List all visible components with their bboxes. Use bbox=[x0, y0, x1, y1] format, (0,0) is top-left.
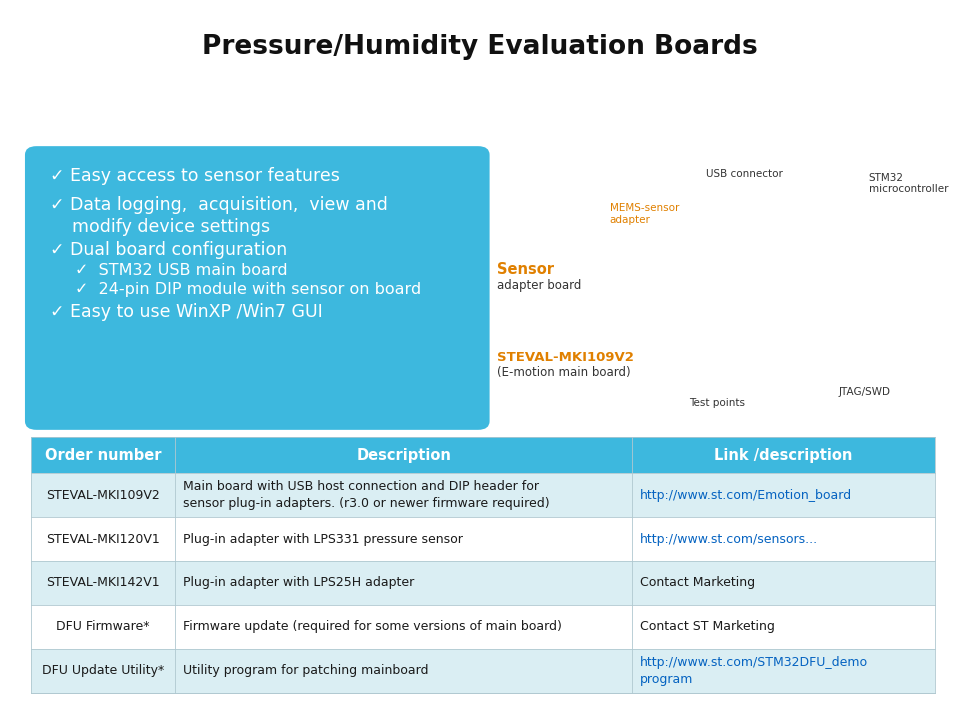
Text: ✓ Easy access to sensor features: ✓ Easy access to sensor features bbox=[50, 167, 340, 185]
Text: JTAG/SWD: JTAG/SWD bbox=[838, 387, 890, 397]
Text: Utility program for patching mainboard: Utility program for patching mainboard bbox=[183, 665, 428, 678]
FancyBboxPatch shape bbox=[31, 473, 935, 517]
Text: ✓ Data logging,  acquisition,  view and: ✓ Data logging, acquisition, view and bbox=[50, 197, 388, 215]
Text: STEVAL-MKI120V1: STEVAL-MKI120V1 bbox=[46, 533, 160, 546]
Text: STEVAL-MKI142V1: STEVAL-MKI142V1 bbox=[46, 577, 160, 590]
Text: Pressure/Humidity Evaluation Boards: Pressure/Humidity Evaluation Boards bbox=[203, 34, 757, 60]
Text: USB connector: USB connector bbox=[706, 169, 782, 179]
Text: MEMS-sensor
adapter: MEMS-sensor adapter bbox=[610, 203, 679, 225]
FancyBboxPatch shape bbox=[31, 517, 935, 561]
Text: Contact Marketing: Contact Marketing bbox=[639, 577, 755, 590]
FancyBboxPatch shape bbox=[31, 437, 935, 473]
Text: http://www.st.com/sensors...: http://www.st.com/sensors... bbox=[639, 533, 818, 546]
Text: adapter board: adapter board bbox=[497, 279, 582, 292]
FancyBboxPatch shape bbox=[25, 146, 490, 430]
Text: Plug-in adapter with LPS331 pressure sensor: Plug-in adapter with LPS331 pressure sen… bbox=[183, 533, 463, 546]
Text: DFU Firmware*: DFU Firmware* bbox=[57, 621, 150, 634]
Text: Contact ST Marketing: Contact ST Marketing bbox=[639, 621, 775, 634]
Text: ✓ Dual board configuration: ✓ Dual board configuration bbox=[50, 240, 287, 258]
Text: STM32
microcontroller: STM32 microcontroller bbox=[869, 173, 948, 194]
Text: Test points: Test points bbox=[689, 398, 745, 408]
Text: Link /description: Link /description bbox=[714, 448, 852, 463]
Text: Main board with USB host connection and DIP header for
sensor plug-in adapters. : Main board with USB host connection and … bbox=[183, 480, 550, 510]
Text: ✓  STM32 USB main board: ✓ STM32 USB main board bbox=[75, 264, 287, 278]
Text: Firmware update (required for some versions of main board): Firmware update (required for some versi… bbox=[183, 621, 562, 634]
FancyBboxPatch shape bbox=[31, 605, 935, 649]
Text: STEVAL-MKI109V2: STEVAL-MKI109V2 bbox=[46, 489, 160, 502]
Text: DFU Update Utility*: DFU Update Utility* bbox=[42, 665, 164, 678]
Text: ✓  24-pin DIP module with sensor on board: ✓ 24-pin DIP module with sensor on board bbox=[75, 282, 421, 297]
Text: Description: Description bbox=[356, 448, 451, 463]
Text: Sensor: Sensor bbox=[497, 263, 554, 277]
FancyBboxPatch shape bbox=[31, 561, 935, 605]
Text: (E-motion main board): (E-motion main board) bbox=[497, 366, 631, 379]
Text: modify device settings: modify device settings bbox=[72, 217, 270, 235]
FancyBboxPatch shape bbox=[31, 649, 935, 693]
Text: http://www.st.com/Emotion_board: http://www.st.com/Emotion_board bbox=[639, 489, 852, 502]
Text: http://www.st.com/STM32DFU_demo
program: http://www.st.com/STM32DFU_demo program bbox=[639, 656, 868, 685]
Text: ✓ Easy to use WinXP /Win7 GUI: ✓ Easy to use WinXP /Win7 GUI bbox=[50, 303, 323, 321]
Text: Plug-in adapter with LPS25H adapter: Plug-in adapter with LPS25H adapter bbox=[183, 577, 415, 590]
Text: STEVAL-MKI109V2: STEVAL-MKI109V2 bbox=[497, 351, 635, 364]
Text: Order number: Order number bbox=[45, 448, 161, 463]
